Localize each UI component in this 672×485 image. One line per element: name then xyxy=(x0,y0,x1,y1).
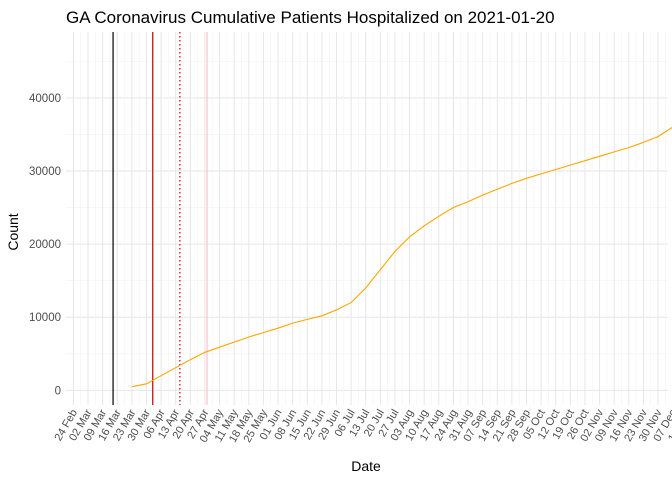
y-tick-label: 30000 xyxy=(29,166,61,178)
y-tick-label: 20000 xyxy=(29,239,61,251)
grid xyxy=(66,32,672,405)
y-tick-label: 10000 xyxy=(29,312,61,324)
y-axis-ticks: 0 10000 20000 30000 40000 xyxy=(29,93,61,398)
series-layer xyxy=(132,45,672,387)
chart-title: GA Coronavirus Cumulative Patients Hospi… xyxy=(66,8,555,27)
y-tick-label: 0 xyxy=(55,385,61,397)
y-axis-label: Count xyxy=(5,213,21,250)
reference-lines xyxy=(113,32,672,405)
series-line xyxy=(132,45,672,387)
y-tick-label: 40000 xyxy=(29,93,61,105)
x-axis-label: Date xyxy=(351,458,381,474)
